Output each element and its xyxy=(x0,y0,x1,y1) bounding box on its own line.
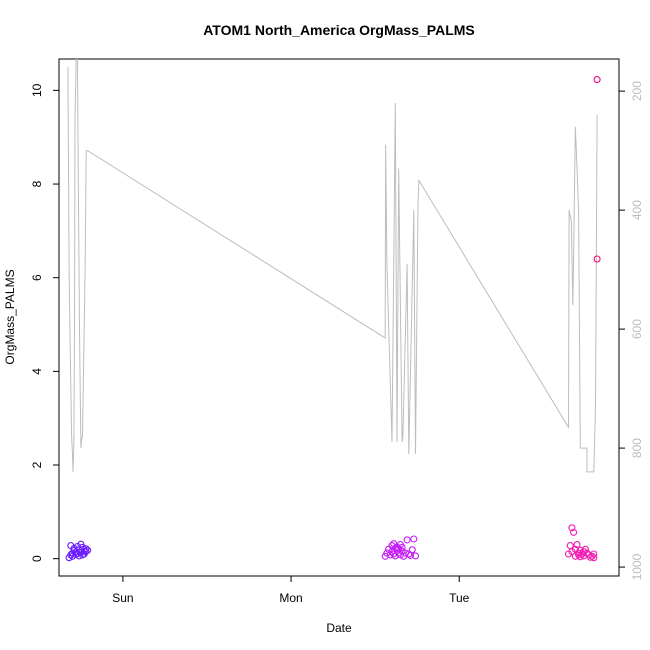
data-point xyxy=(82,548,90,556)
y2-tick-label: 800 xyxy=(630,438,644,458)
y2-tick-label: 1000 xyxy=(630,553,644,580)
x-tick-label: Sun xyxy=(112,591,133,605)
data-point xyxy=(410,535,418,543)
y2-tick-label: 400 xyxy=(630,200,644,220)
data-point xyxy=(593,255,601,263)
data-point xyxy=(573,541,581,549)
y2-ticks: 200 400 600 800 1000 xyxy=(619,81,644,580)
data-point xyxy=(391,544,399,552)
data-point xyxy=(383,549,391,557)
y-tick-label: 0 xyxy=(30,555,44,562)
y-tick-label: 4 xyxy=(30,368,44,375)
y-tick-label: 6 xyxy=(30,274,44,281)
plot-frame xyxy=(58,58,620,577)
x-tick-label: Tue xyxy=(449,591,470,605)
data-point xyxy=(403,536,411,544)
data-point xyxy=(583,549,591,557)
y-tick-label: 8 xyxy=(30,180,44,187)
chart-title: ATOM1 North_America OrgMass_PALMS xyxy=(203,22,475,38)
data-point xyxy=(408,546,416,554)
data-point xyxy=(576,546,584,554)
data-point xyxy=(590,550,598,558)
y-tick-label: 2 xyxy=(30,461,44,468)
points-layer xyxy=(65,76,601,562)
x-tick-label: Mon xyxy=(279,591,302,605)
y2-tick-label: 600 xyxy=(630,319,644,339)
y2-tick-label: 200 xyxy=(630,81,644,101)
data-point xyxy=(581,545,589,553)
y-axis-label: OrgMass_PALMS xyxy=(3,269,17,364)
data-point xyxy=(395,549,403,557)
data-point xyxy=(84,546,92,554)
y-tick-label: 10 xyxy=(30,83,44,97)
data-point xyxy=(568,524,576,532)
data-point xyxy=(593,76,601,84)
y-ticks: 0 2 4 6 8 10 xyxy=(30,83,59,562)
data-point xyxy=(575,551,583,559)
data-point xyxy=(82,545,90,553)
altitude-line xyxy=(67,59,598,473)
data-point xyxy=(590,554,598,562)
data-point xyxy=(405,550,413,558)
data-point xyxy=(411,552,420,560)
x-axis-label: Date xyxy=(326,621,352,635)
x-ticks: Sun Mon Tue xyxy=(112,576,470,605)
altitude-layer xyxy=(67,59,598,473)
data-point xyxy=(570,528,578,536)
data-point xyxy=(398,543,406,551)
